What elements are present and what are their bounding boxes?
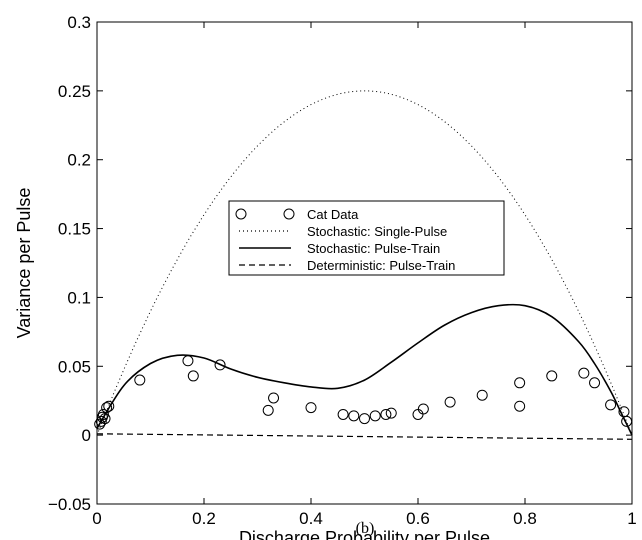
legend-entry-label: Stochastic: Pulse-Train [307,241,440,256]
cat-data-point [444,396,456,408]
cat-data-point [578,367,590,379]
cat-data-point [412,408,424,420]
x-tick-label: 0.2 [192,509,216,528]
cat-data-point [262,404,274,416]
y-tick-label: −0.05 [48,495,91,514]
cat-data-point [546,370,558,382]
cat-data-point [621,415,633,427]
cat-data-point [417,403,429,415]
x-axis-label: Discharge Probability per Pulse [239,528,490,540]
legend-entry-label: Cat Data [307,207,359,222]
y-tick-label: 0.2 [67,151,91,170]
axes-frame [96,21,633,505]
y-tick-label: 0.3 [67,13,91,32]
x-tick-label: 0 [92,509,101,528]
series-stochastic-single-pulse-line [96,90,633,436]
y-tick-label: 0.1 [67,288,91,307]
cat-data-point [182,355,194,367]
cat-data-point [514,377,526,389]
series-stochastic-pulse-train-line [96,303,633,436]
y-axis-label: Variance per Pulse [14,188,34,339]
x-tick-label: 0.6 [406,509,430,528]
plot-area: 0 0.2 0.4 0.6 0.8 1−0.0500.050.10.150.20.250.… [48,13,637,528]
legend-marker-cat-data [283,208,295,220]
cat-data-point [187,370,199,382]
y-tick-label: 0.25 [58,82,91,101]
cat-data-point [348,410,360,422]
cat-data-point [337,408,349,420]
series-deterministic-pulse-train-line [96,433,633,440]
cat-data-point [95,415,107,427]
x-tick-label: 1 [627,509,636,528]
x-tick-label: 0.4 [299,509,323,528]
cat-data-point [134,374,146,386]
cat-data-point [514,400,526,412]
cat-data-point [380,408,392,420]
cat-data-point [214,359,226,371]
x-tick-label: 0.8 [513,509,537,528]
series-layer [94,90,633,440]
cat-data-point [605,399,617,411]
y-tick-label: 0.05 [58,357,91,376]
y-tick-label: 0 [82,426,91,445]
y-tick-label: 0.15 [58,220,91,239]
cat-data-point [589,377,601,389]
cat-data-point [385,407,397,419]
legend-box [228,200,505,276]
cat-data-point [476,389,488,401]
legend-marker-cat-data [235,208,247,220]
cat-data-point [359,413,370,425]
legend-entry-label: Deterministic: Pulse-Train [307,258,455,273]
cat-data-point [305,402,317,414]
cat-data-point [268,392,280,404]
cat-data-point [103,400,115,412]
cat-data-point [369,410,381,422]
legend-entry-label: Stochastic: Single-Pulse [307,224,447,239]
legend: Cat Data Stochastic: Single-Pulse Stochast… [228,200,505,276]
figure-caption: (b) [356,520,375,537]
